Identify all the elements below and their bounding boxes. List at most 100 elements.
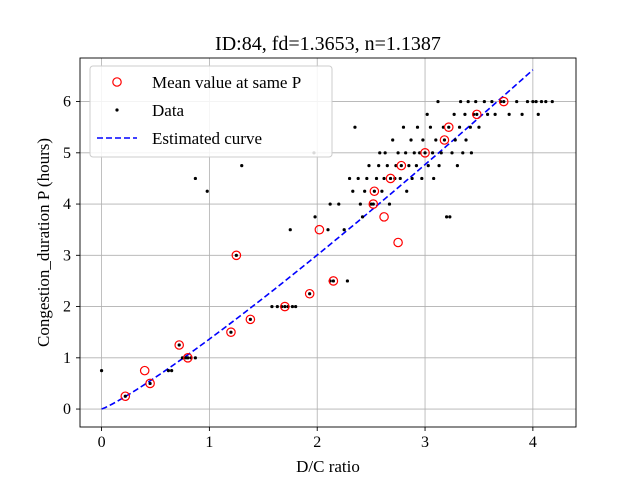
data-point (421, 138, 425, 142)
x-tick-label: 1 (205, 434, 213, 451)
data-point (430, 151, 435, 155)
y-tick-label: 1 (63, 350, 71, 367)
data-point (425, 112, 429, 116)
data-point (240, 164, 244, 168)
y-tick-label: 0 (63, 401, 71, 418)
data-point (493, 112, 497, 116)
legend-box (89, 65, 333, 158)
data-point (502, 99, 506, 104)
data-point (288, 228, 292, 232)
data-point (193, 176, 197, 181)
data-point (445, 215, 449, 219)
data-point (365, 176, 369, 181)
x-tick-label: 2 (313, 434, 321, 451)
legend-label: Data (152, 101, 185, 120)
data-point (363, 189, 367, 193)
legend-label: Mean value at same P (152, 73, 301, 92)
legend-marker-data (115, 108, 119, 112)
data-point (166, 369, 171, 373)
mean-point (393, 237, 403, 248)
data-point (468, 125, 472, 129)
data-point (170, 369, 174, 373)
x-tick-label: 0 (98, 434, 106, 451)
data-point (186, 356, 190, 360)
data-point (294, 304, 298, 309)
ticks: 0 1 2 3 4 0 1 2 3 4 5 6 (63, 94, 537, 451)
data-point (374, 176, 379, 181)
data-point (437, 164, 441, 168)
data-point (447, 125, 451, 129)
data-point (378, 151, 382, 155)
y-tick-label: 3 (63, 247, 71, 264)
data-point (372, 189, 376, 193)
mean-point (369, 186, 380, 197)
data-point (148, 381, 152, 386)
data-point (475, 112, 479, 116)
data-point (485, 112, 490, 116)
mean-point (231, 250, 242, 261)
data-point (356, 176, 360, 181)
mean-point (396, 160, 407, 171)
mean-point (328, 276, 339, 286)
data-point (544, 99, 548, 104)
legend: Mean value at same P Data Estimated curve (89, 65, 333, 158)
data-point (396, 151, 400, 155)
data-point (407, 164, 411, 168)
data-point (536, 112, 540, 116)
data-point (461, 151, 465, 155)
mean-point (379, 212, 389, 222)
data-point (382, 176, 386, 181)
data-point (490, 99, 494, 104)
data-point (450, 151, 454, 155)
data-point (380, 189, 384, 193)
data-point (426, 164, 430, 168)
mean-point (443, 122, 454, 132)
y-tick-label: 5 (63, 145, 71, 162)
data-point (534, 99, 538, 104)
data-point (270, 304, 274, 309)
mean-point (145, 378, 155, 389)
data-point (371, 202, 375, 206)
data-point (345, 279, 350, 283)
data-point (99, 369, 104, 373)
legend-marker-mean (112, 77, 122, 87)
y-tick-label: 4 (63, 196, 71, 213)
data-point (463, 112, 467, 116)
data-point (507, 112, 511, 116)
data-point (409, 138, 413, 142)
data-point (415, 125, 420, 129)
mean-point (304, 288, 315, 299)
mean-point (368, 199, 379, 209)
mean-points-layer (120, 96, 509, 402)
mean-point (280, 301, 290, 312)
data-point (412, 151, 416, 155)
data-point (520, 112, 524, 116)
data-point (229, 330, 233, 334)
mean-point (385, 173, 396, 184)
data-point (404, 151, 408, 155)
data-point (234, 253, 238, 257)
data-point (414, 164, 419, 168)
data-point (452, 112, 456, 116)
mean-point (183, 353, 193, 363)
mean-point (120, 391, 131, 402)
legend-label: Estimated curve (152, 129, 262, 148)
data-point (401, 125, 406, 129)
x-tick-label: 3 (421, 434, 429, 451)
mean-point (498, 96, 509, 107)
data-point (539, 99, 544, 104)
data-point (193, 356, 197, 360)
data-point (428, 125, 433, 129)
data-point (353, 125, 357, 129)
data-point (453, 138, 457, 142)
data-point (442, 138, 447, 142)
y-axis-label: Congestion_duration P (hours) (34, 138, 53, 347)
data-point (457, 125, 462, 129)
data-point (283, 304, 287, 309)
data-point (459, 99, 463, 104)
data-points-layer (99, 99, 554, 398)
data-point (399, 164, 403, 168)
data-point (550, 99, 554, 104)
y-tick-label: 2 (63, 299, 71, 316)
data-point (448, 215, 452, 219)
